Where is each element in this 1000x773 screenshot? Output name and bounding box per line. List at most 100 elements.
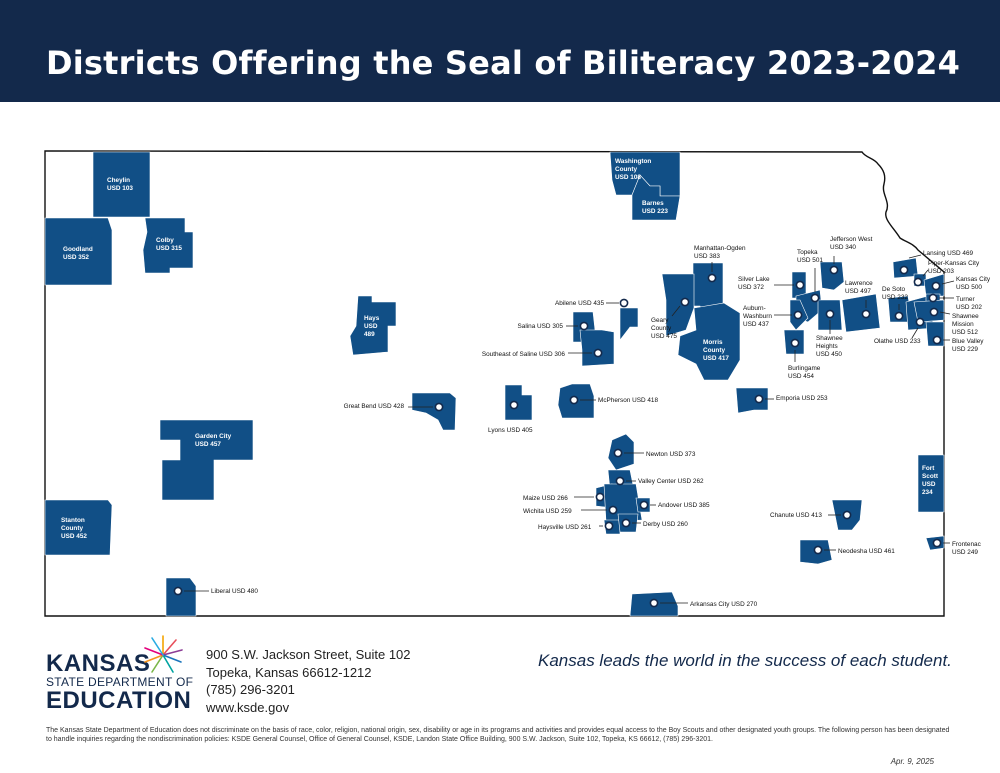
logo-state-dept-text: STATE DEPARTMENT OF xyxy=(46,675,194,689)
school-dot-geary xyxy=(680,297,690,307)
address-street: 900 S.W. Jackson Street, Suite 102 xyxy=(206,647,411,662)
district-lyons xyxy=(504,384,533,421)
school-dot-turner xyxy=(928,293,938,303)
state-outline xyxy=(44,150,945,617)
label-chanute: Chanute USD 413 xyxy=(770,512,822,519)
school-dot-burlingame xyxy=(790,338,800,348)
label-southeast-saline: Southeast of Saline USD 306 xyxy=(482,351,566,358)
school-dot-topeka xyxy=(810,293,820,303)
school-dot-jefferson_west xyxy=(829,265,839,275)
district-cheylin xyxy=(92,151,151,218)
district-southeast-saline xyxy=(579,329,615,367)
district-hays xyxy=(349,295,397,356)
label-maize: Maize USD 266 xyxy=(523,495,568,502)
label-geary: Geary County USD 475 xyxy=(651,317,677,340)
school-dot-auburn xyxy=(793,310,803,320)
label-garden-city: Garden City USD 457 xyxy=(195,433,232,448)
label-auburn: Auburn-Washburn USD 437 xyxy=(743,305,772,328)
school-dot-piper xyxy=(913,277,923,287)
leader-line-shawnee_mission xyxy=(939,311,951,315)
school-dot-blue_valley xyxy=(932,335,942,345)
district-emporia xyxy=(735,387,769,414)
label-great-bend: Great Bend USD 428 xyxy=(344,403,405,410)
school-dot-kansas_city xyxy=(931,281,941,291)
label-frontenac: Frontenac USD 249 xyxy=(952,541,982,556)
school-dot-de_soto xyxy=(894,311,904,321)
label-lansing: Lansing USD 469 xyxy=(923,250,974,257)
school-dot-chanute xyxy=(842,510,852,520)
school-dot-valley_center xyxy=(615,476,625,486)
school-dot-emporia xyxy=(754,394,764,404)
school-dot-lyons xyxy=(509,400,519,410)
district-morris xyxy=(677,302,741,381)
label-cheylin: Cheylin USD 103 xyxy=(107,177,133,192)
school-dot-shawnee_heights xyxy=(825,309,835,319)
label-emporia: Emporia USD 253 xyxy=(776,395,828,402)
district-fort-scott xyxy=(917,454,945,513)
label-andover: Andover USD 385 xyxy=(658,502,710,509)
leader-line-piper xyxy=(922,269,929,277)
label-goodland: Goodland USD 352 xyxy=(63,246,93,261)
label-de-soto: De Soto USD 232 xyxy=(882,286,908,301)
logo-star-icon xyxy=(144,635,183,673)
district-colby xyxy=(142,217,194,274)
district-lawrence xyxy=(841,293,881,333)
school-dot-frontenac xyxy=(932,538,942,548)
leader-line-kansas_city xyxy=(941,280,955,285)
school-dot-andover xyxy=(639,500,649,510)
district-great-bend xyxy=(411,392,457,431)
label-barnes: Barnes USD 223 xyxy=(642,200,668,215)
school-dot-newton xyxy=(613,448,623,458)
header-banner: Districts Offering the Seal of Biliterac… xyxy=(0,0,1000,102)
school-dot-silver_lake xyxy=(795,280,805,290)
address-phone: (785) 296-3201 xyxy=(206,682,295,697)
label-lyons: Lyons USD 405 xyxy=(488,427,533,434)
label-valley-center: Valley Center USD 262 xyxy=(638,478,704,485)
label-shawnee-heights: Shawnee Heights USD 450 xyxy=(816,335,843,358)
district-abilene xyxy=(619,307,639,341)
school-dot-great_bend xyxy=(434,402,444,412)
page-title: Districts Offering the Seal of Biliterac… xyxy=(46,44,961,82)
label-blue-valley: Blue Valley USD 229 xyxy=(952,338,984,353)
label-jefferson-west: Jefferson West USD 340 xyxy=(830,236,873,251)
district-liberal xyxy=(165,577,197,617)
school-dot-olathe xyxy=(915,317,925,327)
school-dot-southeast_saline xyxy=(593,348,603,358)
label-kansas-city: Kansas City USD 500 xyxy=(956,276,991,291)
label-silver-lake: Silver Lake USD 372 xyxy=(738,276,770,291)
school-dot-derby xyxy=(621,518,631,528)
label-wichita: Wichita USD 259 xyxy=(523,508,572,515)
school-dot-lawrence xyxy=(861,309,871,319)
tagline: Kansas leads the world in the success of… xyxy=(538,651,952,670)
school-dot-mcpherson xyxy=(569,395,579,405)
school-dot-salina xyxy=(579,321,589,331)
school-dot-abilene xyxy=(619,298,629,308)
district-stanton xyxy=(44,499,113,556)
label-stanton: Stanton County USD 452 xyxy=(61,517,87,540)
school-dot-haysville xyxy=(604,521,614,531)
school-dot-shawnee_mission xyxy=(929,307,939,317)
revision-date: Apr. 9, 2025 xyxy=(890,757,934,766)
logo-kansas-text: KANSAS xyxy=(46,650,151,677)
label-olathe: Olathe USD 233 xyxy=(874,338,921,345)
school-dot-neodesha xyxy=(813,545,823,555)
address-block: 900 S.W. Jackson Street, Suite 102 Topek… xyxy=(206,646,411,716)
district-geary xyxy=(661,273,695,337)
label-newton: Newton USD 373 xyxy=(646,451,696,458)
address-website[interactable]: www.ksde.gov xyxy=(206,699,290,715)
label-turner: Turner USD 202 xyxy=(956,296,982,311)
label-haysville: Haysville USD 261 xyxy=(538,524,592,531)
nondiscrimination-disclaimer: The Kansas State Department of Education… xyxy=(46,727,950,743)
logo-education-text: EDUCATION xyxy=(46,687,192,714)
district-barnes xyxy=(631,174,681,221)
label-hays: Hays USD 489 xyxy=(364,315,380,338)
leader-line-geary xyxy=(671,305,681,317)
school-dot-arkansas_city xyxy=(649,598,659,608)
label-morris: Morris County USD 417 xyxy=(703,339,729,362)
label-derby: Derby USD 260 xyxy=(643,521,688,528)
label-liberal: Liberal USD 480 xyxy=(211,588,258,595)
label-burlingame: Burlingame USD 454 xyxy=(788,365,821,380)
label-washington: Washington County USD 108 xyxy=(615,158,651,181)
label-abilene: Abilene USD 435 xyxy=(555,300,604,307)
